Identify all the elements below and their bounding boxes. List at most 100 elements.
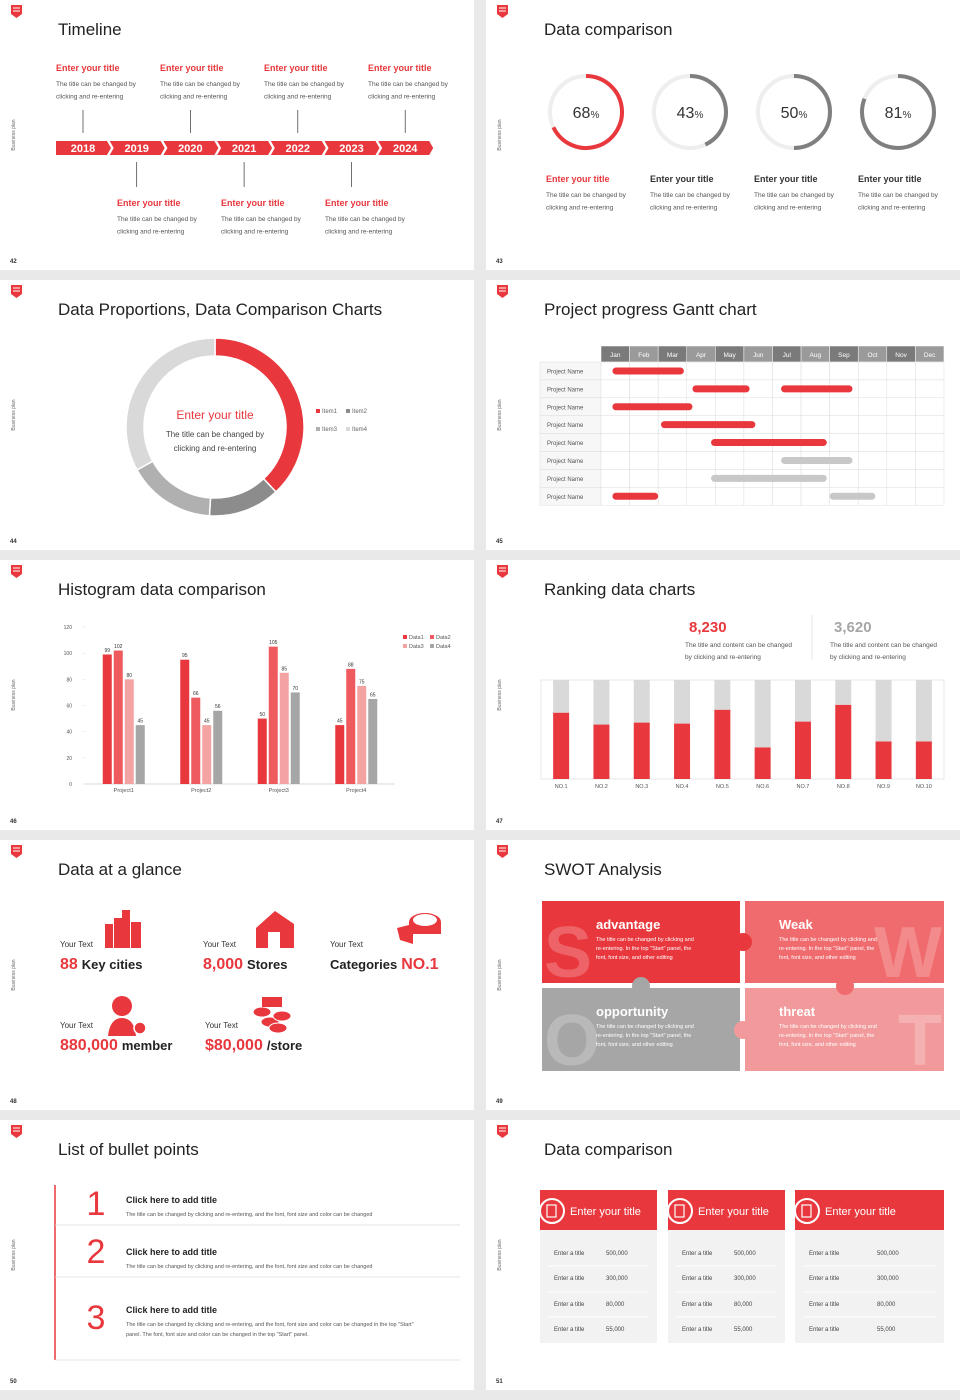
timeline-item-text: clicking and re-entering [160,94,228,101]
gantt-month: Aug [810,352,822,359]
card-row-label: Enter a title [682,1327,713,1333]
slide: Business plan 49 SWOT Analysis S advantage Th… [486,840,960,1110]
page-number: 50 [10,1379,17,1385]
swot-knob [632,977,650,995]
gantt-cell [886,487,916,506]
donut-center-text: The title can be changed by [166,430,264,439]
ring-value-unit: % [590,110,599,121]
gantt-task-name: Project Name [547,370,584,376]
timeline-item-text: The title can be changed by [56,81,137,88]
bar-value-label: 45 [137,719,143,725]
ring-title: Enter your title [858,174,922,184]
card-row-value: 55,000 [734,1327,753,1333]
page-number: 46 [10,819,17,825]
y-tick-label: 40 [66,730,72,736]
ring-value-unit: % [902,110,911,121]
bar-segment [674,723,691,779]
bar-value-label: 75 [359,679,365,685]
swot-text: re-entering. In the top "Start" panel, t… [779,1033,874,1039]
ring-arc [689,74,728,147]
figure-value: 3,620 [834,619,872,636]
bar-value-label: 99 [104,648,110,654]
logo-mark [499,567,506,572]
card-body [795,1230,944,1343]
x-tick-label: NO.8 [837,784,850,790]
legend-label: Item2 [352,409,368,415]
stat-label: Your Text [205,1021,239,1030]
x-tick-label: NO.3 [635,784,648,790]
gantt-cell [715,397,745,416]
bullet-text: The title can be changed by clicking and… [126,1264,372,1270]
bar [191,697,201,784]
card-row-label: Enter a title [682,1302,713,1308]
gantt-bar [711,474,827,482]
logo-mark [499,847,506,852]
ring-text: The title can be changed by [546,192,627,199]
swot-text: re-entering. In the top "Start" panel, t… [596,946,691,952]
ring-text: The title can be changed by [858,192,939,199]
bullet-title: Click here to add title [126,1305,217,1315]
page-number: 49 [496,1099,503,1105]
bar-value-label: 65 [370,692,376,698]
x-tick-label: Project4 [346,788,366,794]
gantt-cell [886,361,916,381]
ring-title: Enter your title [754,174,818,184]
x-tick-label: NO.5 [716,784,729,790]
icon-shape [262,997,282,1007]
x-tick-label: NO.7 [797,784,810,790]
bar-segment [714,709,731,779]
timeline-segment [378,141,434,155]
logo-mark [13,847,20,852]
gantt-task-name: Project Name [547,405,584,411]
slide: Business plan 44 Data Proportions, Data Co… [0,280,474,550]
timeline-item-text: clicking and re-entering [221,229,289,236]
stat-value-part: $80,000 [205,1037,263,1054]
side-label: Business plan [11,959,17,990]
figure-text: by clicking and re-entering [685,654,761,661]
bar-segment [754,680,771,748]
gantt-bar [612,367,684,375]
logo-mark [499,7,506,12]
timeline-year: 2024 [393,143,418,155]
bar-value-label: 80 [126,673,132,679]
legend-swatch [316,409,320,413]
gantt-cell [743,397,773,416]
timeline-item-text: The title can be changed by [117,216,198,223]
icon-shape [252,1006,272,1018]
gantt-cell [715,361,745,381]
gantt-cell [743,451,773,470]
ring-text: The title can be changed by [650,192,731,199]
ring-value: 50% [781,105,808,122]
bar [290,692,300,784]
side-label: Business plan [497,679,503,710]
gantt-cell [715,451,745,470]
stat-value: $80,000/store [205,1037,302,1054]
ring-value-unit: % [798,110,807,121]
swot-title: Weak [779,917,813,932]
timeline-item-title: Enter your title [221,198,285,208]
donut-center-text: clicking and re-entering [174,444,257,453]
bar-segment [835,680,852,705]
page-number: 45 [496,539,503,545]
stat-value-part: Categories [330,957,397,972]
card-icon-glyph [546,1204,557,1218]
ring-value: 43% [677,105,704,122]
gantt-month: Nov [895,352,907,359]
gantt-cell [915,397,945,416]
card-title: Enter your title [698,1206,769,1218]
gantt-cell [915,433,945,452]
timeline-item-title: Enter your title [117,198,181,208]
gantt-cell [743,361,773,381]
ring-text: The title can be changed by [754,192,835,199]
stat-value: 8,000 Stores [203,956,288,973]
swot-letter: O [544,1001,600,1081]
bar [346,668,356,784]
figure-text: The title and content can be changed [685,642,792,649]
bullet-text: The title can be changed by clicking and… [126,1322,414,1328]
slide-background [486,0,960,270]
card-row-label: Enter a title [809,1302,840,1308]
swot-knob [734,1021,752,1039]
gantt-month: Mar [667,352,679,359]
ring-title: Enter your title [650,174,714,184]
gantt-month: Jul [783,352,792,359]
